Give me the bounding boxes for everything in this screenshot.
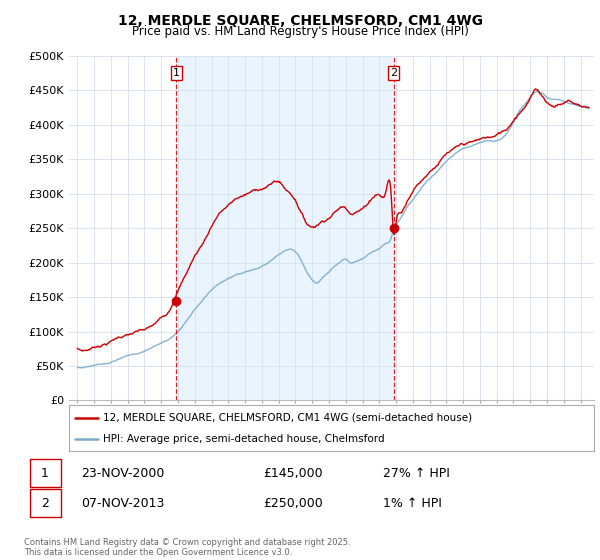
Text: 1% ↑ HPI: 1% ↑ HPI — [383, 497, 442, 510]
Text: 23-NOV-2000: 23-NOV-2000 — [81, 466, 164, 480]
FancyBboxPatch shape — [30, 489, 61, 517]
Text: 12, MERDLE SQUARE, CHELMSFORD, CM1 4WG (semi-detached house): 12, MERDLE SQUARE, CHELMSFORD, CM1 4WG (… — [103, 413, 472, 423]
Text: 07-NOV-2013: 07-NOV-2013 — [81, 497, 164, 510]
Text: 1: 1 — [41, 466, 49, 480]
Text: 2: 2 — [41, 497, 49, 510]
Text: Contains HM Land Registry data © Crown copyright and database right 2025.
This d: Contains HM Land Registry data © Crown c… — [24, 538, 350, 557]
Text: HPI: Average price, semi-detached house, Chelmsford: HPI: Average price, semi-detached house,… — [103, 435, 385, 444]
Text: £250,000: £250,000 — [263, 497, 323, 510]
Text: £145,000: £145,000 — [263, 466, 323, 480]
FancyBboxPatch shape — [30, 459, 61, 487]
Bar — [176, 56, 394, 400]
Text: 2: 2 — [390, 68, 397, 78]
Text: 27% ↑ HPI: 27% ↑ HPI — [383, 466, 450, 480]
Text: Price paid vs. HM Land Registry's House Price Index (HPI): Price paid vs. HM Land Registry's House … — [131, 25, 469, 38]
Text: 1: 1 — [173, 68, 180, 78]
Text: 12, MERDLE SQUARE, CHELMSFORD, CM1 4WG: 12, MERDLE SQUARE, CHELMSFORD, CM1 4WG — [118, 14, 482, 28]
